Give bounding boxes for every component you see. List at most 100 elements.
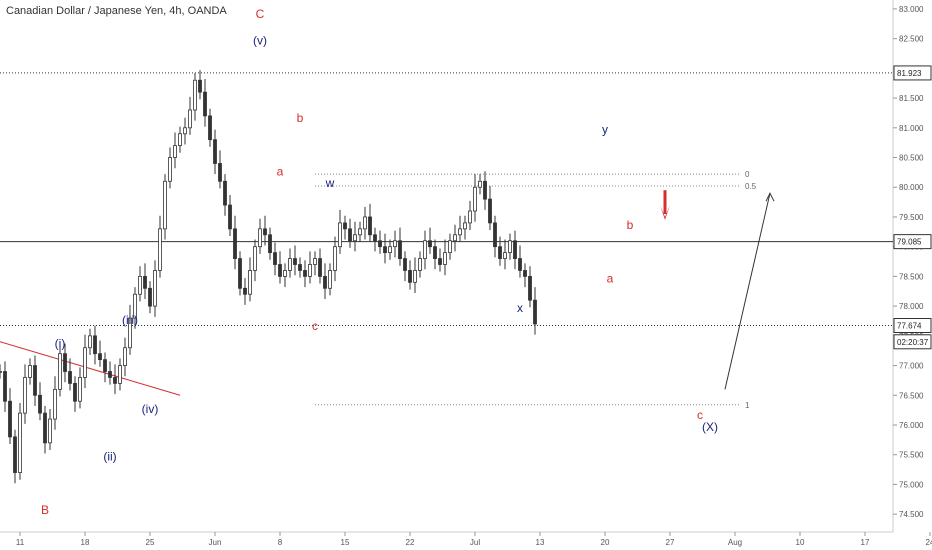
candle-body bbox=[383, 246, 387, 254]
candle-body bbox=[318, 258, 322, 277]
wave-label: a bbox=[607, 271, 614, 285]
candle-body bbox=[218, 163, 222, 182]
wave-label: (ii) bbox=[103, 450, 116, 464]
price-badge-label: 79.085 bbox=[897, 238, 922, 247]
y-tick-label: 80.000 bbox=[899, 183, 924, 192]
candle-body bbox=[503, 252, 507, 259]
candle-body bbox=[123, 347, 127, 366]
candle-body bbox=[338, 222, 342, 248]
candle-body bbox=[163, 180, 167, 230]
candle-body bbox=[93, 335, 97, 355]
x-tick-label: 15 bbox=[341, 538, 350, 547]
wave-label: b bbox=[627, 218, 634, 232]
candle-body bbox=[343, 222, 347, 230]
candle-body bbox=[18, 412, 22, 473]
candle-body bbox=[473, 186, 477, 212]
x-tick-label: 8 bbox=[278, 538, 283, 547]
x-tick-label: Jul bbox=[470, 538, 480, 547]
candle-body bbox=[153, 270, 157, 307]
y-tick-label: 75.500 bbox=[899, 451, 924, 460]
candle-body bbox=[493, 222, 497, 248]
x-tick-label: 22 bbox=[406, 538, 415, 547]
wave-label: w bbox=[325, 176, 335, 190]
candle-body bbox=[363, 216, 367, 230]
candle-body bbox=[448, 240, 452, 254]
candle-body bbox=[528, 276, 532, 301]
candle-body bbox=[73, 382, 77, 402]
price-badge bbox=[893, 318, 932, 334]
candle-body bbox=[468, 210, 472, 224]
candle-body bbox=[168, 157, 172, 182]
candle-body bbox=[458, 228, 462, 236]
candle-body bbox=[278, 264, 282, 277]
wave-label: b bbox=[297, 111, 304, 125]
candle-body bbox=[143, 276, 147, 289]
candle-body bbox=[33, 365, 37, 396]
candle-body bbox=[48, 418, 52, 444]
y-tick-label: 78.500 bbox=[899, 272, 924, 281]
candle-body bbox=[378, 240, 382, 248]
y-tick-label: 76.000 bbox=[899, 421, 924, 430]
candle-body bbox=[13, 436, 17, 473]
candle-body bbox=[98, 353, 102, 361]
candle-body bbox=[148, 287, 152, 307]
candle-body bbox=[223, 180, 227, 206]
candle-body bbox=[213, 139, 217, 164]
x-tick-label: Jun bbox=[209, 538, 222, 547]
y-tick-label: 77.000 bbox=[899, 362, 924, 371]
candle-body bbox=[488, 198, 492, 224]
candle-body bbox=[508, 240, 512, 254]
candle-body bbox=[83, 347, 87, 378]
trend-line bbox=[0, 341, 181, 396]
wave-label: c bbox=[312, 319, 318, 333]
candle-body bbox=[258, 228, 262, 248]
candle-body bbox=[373, 234, 377, 242]
y-tick-label: 76.500 bbox=[899, 391, 924, 400]
price-badge bbox=[893, 334, 932, 350]
x-tick-label: Aug bbox=[728, 538, 742, 547]
y-tick-label: 79.500 bbox=[899, 213, 924, 222]
candle-body bbox=[533, 299, 537, 325]
candle-body bbox=[238, 258, 242, 289]
y-tick-label: 81.500 bbox=[899, 94, 924, 103]
candle-body bbox=[183, 127, 187, 135]
projection-arrowhead bbox=[765, 192, 775, 202]
candle-body bbox=[108, 371, 112, 378]
x-tick-label: 13 bbox=[536, 538, 545, 547]
candle-body bbox=[483, 180, 487, 200]
x-tick-label: 11 bbox=[16, 538, 25, 547]
price-badge bbox=[893, 234, 932, 250]
price-badge-label: 02:20:37 bbox=[897, 338, 929, 347]
y-tick-label: 82.500 bbox=[899, 35, 924, 44]
x-tick-label: 25 bbox=[146, 538, 155, 547]
y-tick-label: 80.500 bbox=[899, 154, 924, 163]
price-axis bbox=[893, 0, 932, 550]
wave-label: (X) bbox=[702, 420, 718, 434]
candle-body bbox=[498, 246, 502, 259]
candle-body bbox=[288, 258, 292, 271]
candle-body bbox=[348, 228, 352, 242]
x-tick-label: 20 bbox=[601, 538, 610, 547]
wave-label: a bbox=[277, 164, 284, 178]
projection-line bbox=[724, 193, 771, 390]
candle-body bbox=[413, 270, 417, 283]
candle-body bbox=[208, 115, 212, 141]
candle-body bbox=[188, 109, 192, 129]
candle-body bbox=[158, 228, 162, 271]
candle-body bbox=[303, 270, 307, 277]
x-tick-label: 18 bbox=[81, 538, 90, 547]
fib-level-label: 0.5 bbox=[745, 182, 757, 191]
candle-body bbox=[268, 234, 272, 254]
candle-body bbox=[248, 270, 252, 295]
price-badge bbox=[893, 65, 932, 81]
candle-body bbox=[3, 371, 7, 402]
candle-body bbox=[478, 180, 482, 188]
candle-body bbox=[203, 91, 207, 117]
fib-level-label: 1 bbox=[745, 401, 750, 410]
price-badge-label: 81.923 bbox=[897, 69, 922, 78]
candle-body bbox=[198, 79, 202, 93]
candle-body bbox=[228, 204, 232, 230]
chart-title: Canadian Dollar / Japanese Yen, 4h, OAND… bbox=[6, 5, 227, 17]
candle-body bbox=[133, 293, 137, 319]
